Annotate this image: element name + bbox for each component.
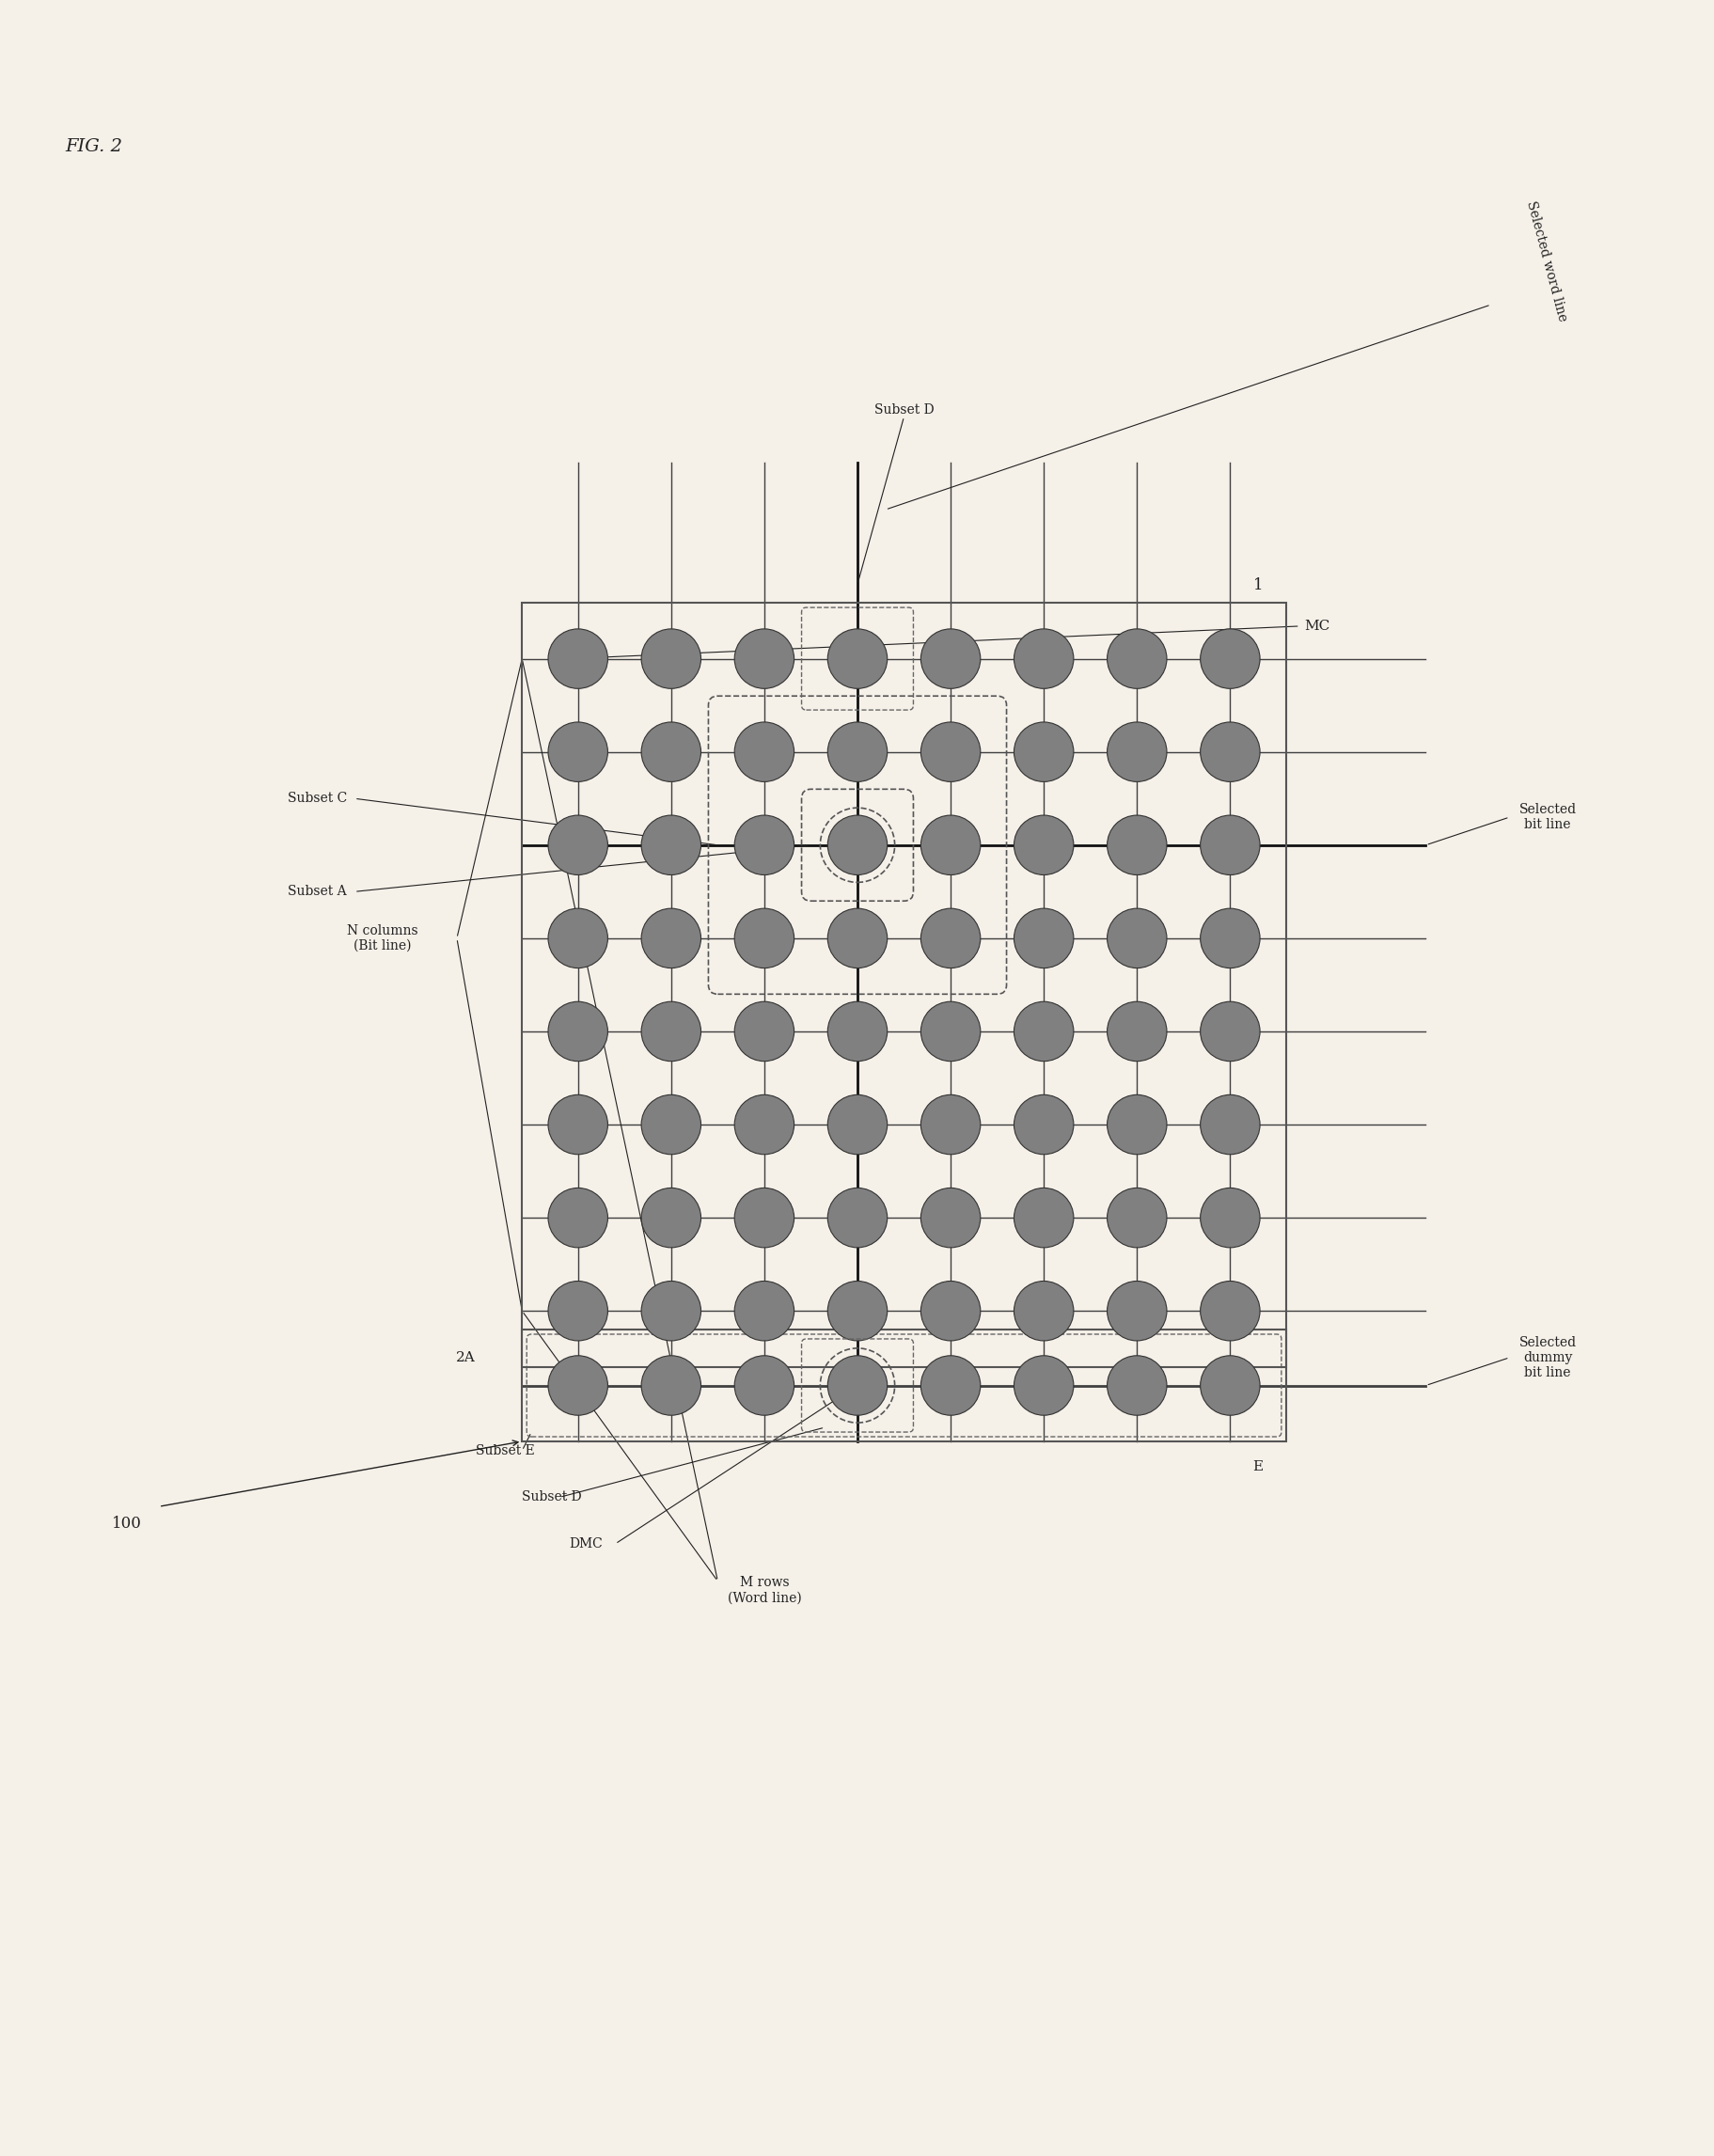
Text: MC: MC <box>1304 619 1330 632</box>
Circle shape <box>734 1188 794 1248</box>
Circle shape <box>734 908 794 968</box>
Circle shape <box>920 1003 980 1061</box>
Text: 2A: 2A <box>456 1352 475 1365</box>
Text: N columns
(Bit line): N columns (Bit line) <box>346 925 418 953</box>
Circle shape <box>1107 815 1166 875</box>
Circle shape <box>1013 908 1073 968</box>
Circle shape <box>1107 722 1166 783</box>
Circle shape <box>1107 1281 1166 1341</box>
Circle shape <box>548 1095 607 1153</box>
Text: Subset D: Subset D <box>874 403 934 416</box>
Circle shape <box>641 630 701 688</box>
Text: FIG. 2: FIG. 2 <box>65 138 123 155</box>
Circle shape <box>548 630 607 688</box>
Circle shape <box>920 630 980 688</box>
Text: 100: 100 <box>111 1516 142 1533</box>
Circle shape <box>828 815 886 875</box>
Circle shape <box>920 722 980 783</box>
Circle shape <box>1200 722 1260 783</box>
Circle shape <box>1200 1003 1260 1061</box>
Circle shape <box>734 1356 794 1414</box>
Circle shape <box>828 1003 886 1061</box>
Circle shape <box>920 1188 980 1248</box>
Text: Subset E: Subset E <box>475 1445 535 1457</box>
Circle shape <box>1107 630 1166 688</box>
Circle shape <box>1013 815 1073 875</box>
Circle shape <box>641 1281 701 1341</box>
Circle shape <box>548 1188 607 1248</box>
Circle shape <box>1107 1003 1166 1061</box>
Circle shape <box>1107 1356 1166 1414</box>
Circle shape <box>920 815 980 875</box>
Circle shape <box>734 1003 794 1061</box>
Circle shape <box>641 1095 701 1153</box>
Circle shape <box>1107 1095 1166 1153</box>
Circle shape <box>828 1356 886 1414</box>
Circle shape <box>548 1356 607 1414</box>
Text: Selected word line: Selected word line <box>1524 201 1568 323</box>
Text: Selected
bit line: Selected bit line <box>1519 802 1575 832</box>
Circle shape <box>641 1356 701 1414</box>
Circle shape <box>641 908 701 968</box>
Circle shape <box>734 1095 794 1153</box>
Circle shape <box>1200 1095 1260 1153</box>
Circle shape <box>1107 908 1166 968</box>
Circle shape <box>920 1095 980 1153</box>
Text: M rows
(Word line): M rows (Word line) <box>727 1576 800 1604</box>
Circle shape <box>828 1281 886 1341</box>
Circle shape <box>1107 1188 1166 1248</box>
Circle shape <box>1200 630 1260 688</box>
Circle shape <box>1200 1356 1260 1414</box>
Circle shape <box>548 722 607 783</box>
Circle shape <box>1200 1188 1260 1248</box>
Circle shape <box>548 1281 607 1341</box>
Text: DMC: DMC <box>569 1537 602 1550</box>
Circle shape <box>828 908 886 968</box>
Text: Selected
dummy
bit line: Selected dummy bit line <box>1519 1337 1575 1380</box>
Circle shape <box>828 630 886 688</box>
Text: E: E <box>1253 1460 1263 1473</box>
Text: Subset C: Subset C <box>288 791 346 804</box>
Circle shape <box>734 815 794 875</box>
Circle shape <box>1013 1095 1073 1153</box>
Circle shape <box>548 1003 607 1061</box>
Circle shape <box>641 1003 701 1061</box>
Circle shape <box>734 630 794 688</box>
Circle shape <box>920 908 980 968</box>
Circle shape <box>1013 1188 1073 1248</box>
Text: 1: 1 <box>1253 578 1263 593</box>
Circle shape <box>920 1281 980 1341</box>
Circle shape <box>1013 1356 1073 1414</box>
Circle shape <box>1200 1281 1260 1341</box>
Circle shape <box>828 722 886 783</box>
Circle shape <box>920 1356 980 1414</box>
Circle shape <box>548 908 607 968</box>
Circle shape <box>1200 815 1260 875</box>
Circle shape <box>734 722 794 783</box>
Circle shape <box>828 1095 886 1153</box>
Text: Subset A: Subset A <box>288 886 346 899</box>
Circle shape <box>641 815 701 875</box>
Circle shape <box>641 722 701 783</box>
Text: Subset D: Subset D <box>521 1490 581 1505</box>
Circle shape <box>548 815 607 875</box>
Circle shape <box>1013 722 1073 783</box>
Circle shape <box>641 1188 701 1248</box>
Circle shape <box>828 1188 886 1248</box>
Circle shape <box>1013 1003 1073 1061</box>
Circle shape <box>1013 1281 1073 1341</box>
Circle shape <box>1013 630 1073 688</box>
Circle shape <box>734 1281 794 1341</box>
Circle shape <box>1200 908 1260 968</box>
